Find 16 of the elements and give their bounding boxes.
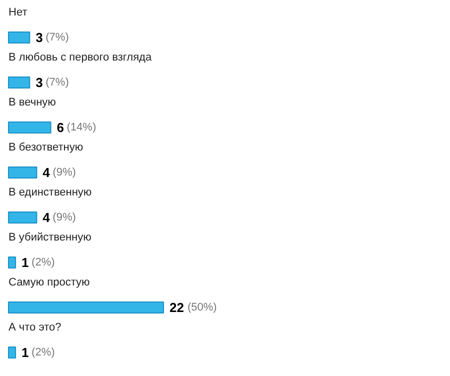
y-tick-label: В безответную (8, 142, 84, 154)
data-label: 4 (9%) (42, 210, 76, 225)
y-tick-label: В вечную (8, 96, 56, 108)
y-tick-label: Самую простую (8, 276, 90, 288)
data-label: 3 (7%) (36, 75, 69, 90)
data-label: 6 (14%) (56, 120, 96, 135)
data-label: 3 (7%) (36, 30, 69, 45)
data-label: 1 (2%) (22, 345, 55, 360)
y-tick-label: А что это? (8, 322, 62, 334)
data-label: 1 (2%) (22, 255, 55, 270)
data-label: 4 (9%) (42, 165, 76, 180)
y-tick-label: В единственную (8, 186, 92, 198)
data-label: 22 (50%) (170, 300, 217, 315)
y-tick-label: В любовь с первого взгляда (8, 52, 152, 64)
y-tick-label: Нет (8, 6, 28, 18)
y-tick-label: В убийственную (8, 232, 92, 244)
